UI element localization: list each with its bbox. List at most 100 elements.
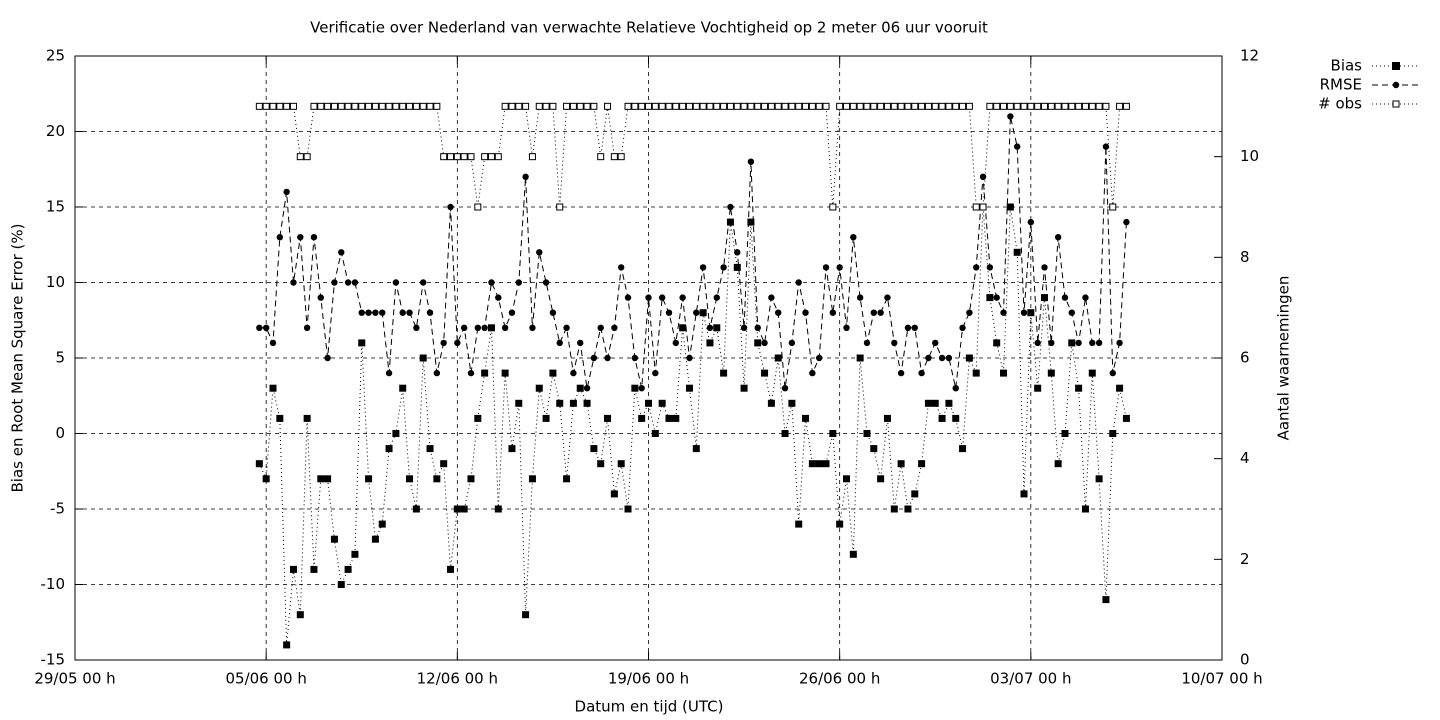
data-point bbox=[965, 102, 973, 110]
data-point bbox=[508, 309, 516, 316]
data-point bbox=[672, 339, 680, 347]
data-point bbox=[842, 475, 850, 483]
data-point bbox=[911, 324, 918, 331]
data-point bbox=[1027, 309, 1035, 317]
data-point bbox=[549, 309, 557, 316]
data-point bbox=[795, 102, 803, 110]
data-point bbox=[453, 505, 461, 513]
data-point bbox=[542, 279, 550, 286]
data-point bbox=[1061, 102, 1069, 110]
x-tick-label: 03/07 00 h bbox=[990, 670, 1071, 688]
data-point bbox=[1088, 369, 1096, 377]
data-point bbox=[590, 445, 598, 453]
data-point bbox=[419, 354, 427, 362]
data-point bbox=[330, 102, 338, 110]
data-point bbox=[1034, 339, 1041, 347]
data-point bbox=[426, 445, 434, 453]
data-point bbox=[638, 414, 646, 422]
data-point bbox=[945, 399, 953, 407]
data-point bbox=[344, 102, 352, 110]
data-point bbox=[631, 102, 639, 110]
data-point bbox=[651, 430, 659, 437]
data-point bbox=[433, 102, 441, 110]
data-point bbox=[611, 324, 618, 331]
data-point bbox=[385, 445, 393, 453]
data-point bbox=[993, 102, 1001, 110]
data-point bbox=[501, 369, 509, 377]
data-point bbox=[549, 369, 557, 377]
data-point bbox=[1075, 384, 1083, 392]
y2-tick-label: 12 bbox=[1240, 47, 1259, 65]
data-point bbox=[740, 324, 748, 331]
data-point bbox=[720, 264, 727, 271]
data-point bbox=[877, 309, 884, 316]
legend-marker bbox=[1392, 62, 1400, 70]
data-point bbox=[665, 102, 673, 110]
data-point bbox=[815, 460, 823, 468]
data-point bbox=[365, 102, 373, 110]
data-point bbox=[624, 102, 632, 110]
data-point bbox=[727, 203, 734, 211]
data-point bbox=[897, 460, 905, 468]
data-point bbox=[856, 102, 864, 110]
data-point bbox=[556, 339, 563, 347]
data-point bbox=[815, 354, 823, 362]
data-point bbox=[522, 102, 530, 110]
data-point bbox=[1061, 294, 1069, 301]
data-point bbox=[959, 102, 967, 110]
data-point bbox=[952, 414, 960, 422]
data-point bbox=[419, 102, 427, 110]
data-point bbox=[699, 309, 707, 317]
data-point bbox=[1095, 475, 1103, 483]
data-point bbox=[945, 354, 953, 362]
data-point bbox=[986, 264, 994, 271]
data-point bbox=[447, 203, 454, 211]
y-tick-label: 15 bbox=[46, 198, 65, 216]
data-point bbox=[283, 641, 291, 649]
data-point bbox=[938, 354, 946, 362]
data-point bbox=[904, 102, 912, 110]
data-point bbox=[1047, 102, 1055, 110]
data-point bbox=[706, 102, 714, 110]
data-point bbox=[576, 384, 584, 392]
data-point bbox=[1054, 102, 1062, 110]
data-point bbox=[1116, 102, 1124, 110]
data-point bbox=[399, 384, 407, 392]
data-point bbox=[1006, 203, 1014, 211]
series-line bbox=[259, 105, 1127, 208]
data-point bbox=[993, 294, 1000, 301]
data-point bbox=[522, 173, 529, 180]
data-point bbox=[897, 369, 905, 377]
data-point bbox=[399, 102, 407, 110]
data-point bbox=[842, 102, 850, 110]
data-point bbox=[358, 102, 366, 110]
data-point bbox=[296, 153, 304, 161]
data-point bbox=[706, 339, 714, 347]
data-point bbox=[440, 339, 447, 347]
legend-marker bbox=[1392, 100, 1400, 108]
data-point bbox=[399, 309, 406, 316]
data-point bbox=[289, 565, 297, 573]
data-point bbox=[952, 385, 959, 392]
data-point bbox=[768, 294, 775, 301]
data-point bbox=[706, 324, 714, 331]
data-point bbox=[809, 369, 816, 377]
data-point bbox=[406, 309, 413, 316]
data-point bbox=[1081, 102, 1089, 110]
data-point bbox=[460, 505, 468, 513]
data-point bbox=[556, 399, 564, 407]
data-point bbox=[317, 475, 325, 483]
y-tick-label: 0 bbox=[55, 424, 65, 442]
data-point bbox=[576, 102, 584, 110]
data-point bbox=[1020, 309, 1028, 316]
data-point bbox=[767, 399, 775, 407]
data-point bbox=[297, 234, 304, 241]
data-point bbox=[269, 339, 277, 347]
data-point bbox=[720, 369, 728, 377]
y2-tick-label: 8 bbox=[1240, 248, 1250, 266]
data-point bbox=[351, 102, 359, 110]
data-point bbox=[713, 102, 721, 110]
data-point bbox=[413, 324, 420, 331]
data-point bbox=[269, 384, 277, 392]
data-point bbox=[262, 475, 270, 483]
